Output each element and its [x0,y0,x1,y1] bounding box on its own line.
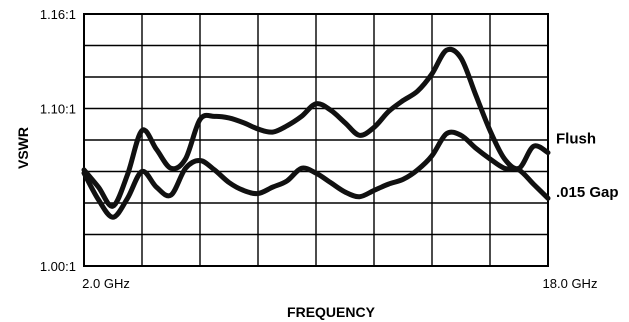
x-axis-title: FREQUENCY [287,304,376,320]
series-layer [81,46,551,220]
y-axis-title: VSWR [15,127,31,169]
series-line-flush [81,46,551,209]
plot-frame [83,13,549,267]
grid [84,14,548,266]
y-tick-label: 1.00:1 [40,259,76,274]
series-label-flush: Flush [556,130,596,147]
series-line-gap [81,129,551,220]
x-tick-label: 18.0 GHz [543,276,598,291]
x-tick-label: 2.0 GHz [82,276,130,291]
y-tick-label: 1.16:1 [40,7,76,22]
y-tick-label: 1.10:1 [40,102,76,117]
series-label-gap: .015 Gap [556,184,619,201]
